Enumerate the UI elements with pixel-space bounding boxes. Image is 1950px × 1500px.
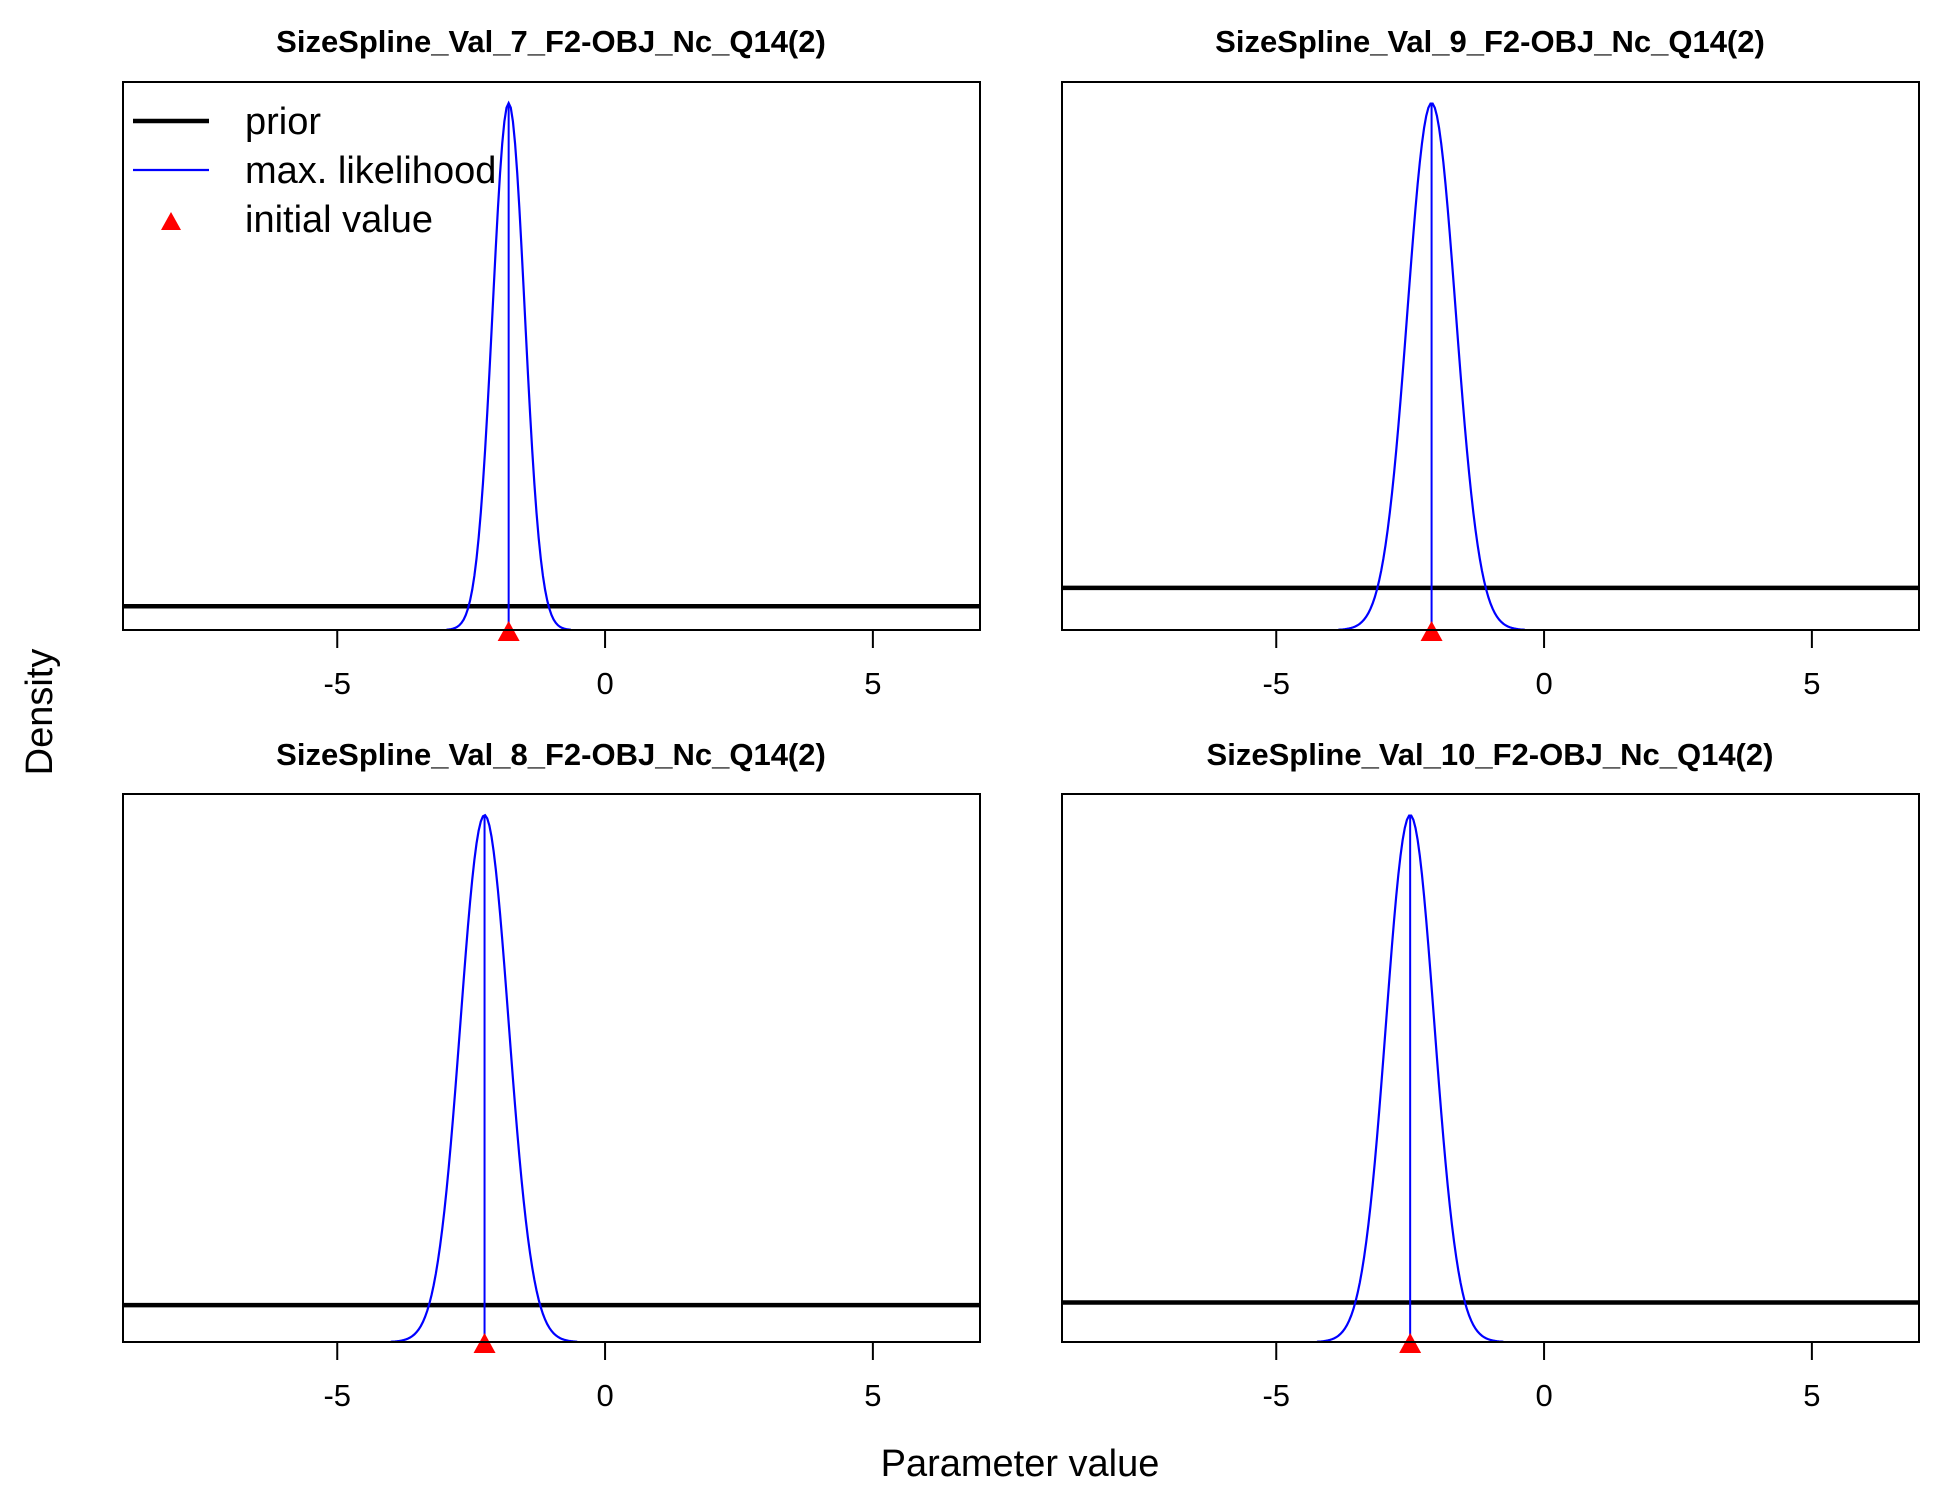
plot-frame (1061, 81, 1920, 631)
x-tick-label: 0 (596, 666, 613, 701)
legend-item: prior (133, 101, 321, 143)
chart-panels: SizeSpline_Val_7_F2-OBJ_Nc_Q14(2)-5 0 5Siz… (122, 24, 1920, 1413)
plot-frame (122, 81, 981, 631)
legend-label: initial value (245, 199, 433, 241)
legend-label: max. likelihood (245, 150, 496, 192)
chart-panel: SizeSpline_Val_9_F2-OBJ_Nc_Q14(2) -5 0 5 (1061, 24, 1920, 701)
x-tick-label: 0 (596, 1378, 613, 1413)
plot-frame (122, 793, 981, 1343)
x-tick-label: 5 (1803, 1378, 1820, 1413)
chart-panel: SizeSpline_Val_10_F2-OBJ_Nc_Q14(2) -5 0 5 (1061, 737, 1920, 1413)
x-tick-label: 5 (1803, 666, 1820, 701)
plot-frame (1061, 793, 1920, 1343)
x-tick-label: -5 (323, 1378, 351, 1413)
chart-panel: SizeSpline_Val_7_F2-OBJ_Nc_Q14(2) -5 0 5 (122, 24, 981, 701)
x-tick-label: 0 (1535, 666, 1552, 701)
chart-panel: SizeSpline_Val_8_F2-OBJ_Nc_Q14(2) -5 0 5 (122, 737, 981, 1413)
panel-title: SizeSpline_Val_10_F2-OBJ_Nc_Q14(2) (1207, 737, 1774, 772)
x-tick-label: 0 (1535, 1378, 1552, 1413)
legend-label: prior (245, 101, 321, 143)
x-axis-title: Parameter value (881, 1443, 1160, 1485)
legend-marker (161, 212, 181, 230)
legend-item: initial value (161, 199, 433, 241)
x-tick-label: -5 (1262, 666, 1290, 701)
legend: prior max. likelihood initial value (133, 101, 496, 241)
x-tick-label: 5 (864, 666, 881, 701)
x-tick-label: -5 (1262, 1378, 1290, 1413)
x-tick-label: 5 (864, 1378, 881, 1413)
panel-title: SizeSpline_Val_8_F2-OBJ_Nc_Q14(2) (276, 737, 826, 772)
legend-item: max. likelihood (133, 150, 496, 192)
panel-title: SizeSpline_Val_9_F2-OBJ_Nc_Q14(2) (1215, 24, 1765, 59)
panel-title: SizeSpline_Val_7_F2-OBJ_Nc_Q14(2) (276, 24, 826, 59)
y-axis-title: Density (19, 649, 61, 776)
x-tick-label: -5 (323, 666, 351, 701)
